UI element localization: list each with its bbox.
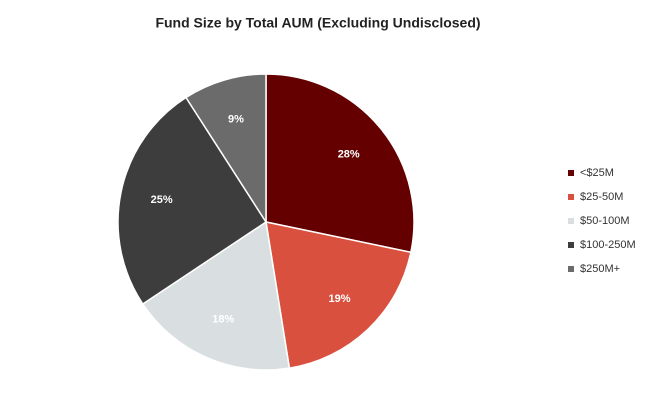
data-label: 25% <box>151 194 173 206</box>
pie-slice <box>117 96 268 306</box>
data-label: 28% <box>338 149 360 161</box>
pie-slice <box>265 73 415 254</box>
pie-slice <box>184 73 267 225</box>
legend-marker <box>568 194 574 200</box>
legend-label: $50-100M <box>580 215 630 227</box>
legend-marker <box>568 266 574 272</box>
pie-slice <box>265 221 412 370</box>
data-label: 19% <box>329 293 351 305</box>
legend-marker <box>568 242 574 248</box>
legend-label: $250M+ <box>580 263 620 275</box>
legend-marker <box>568 170 574 176</box>
data-label: 18% <box>212 314 234 326</box>
legend-marker <box>568 218 574 224</box>
legend-label: $25-50M <box>580 191 623 203</box>
data-label: 9% <box>228 114 244 126</box>
chart-title: Fund Size by Total AUM (Excluding Undisc… <box>155 15 480 31</box>
pie-slice <box>141 220 291 371</box>
legend-label: <$25M <box>580 167 614 179</box>
legend-label: $100-250M <box>580 239 636 251</box>
